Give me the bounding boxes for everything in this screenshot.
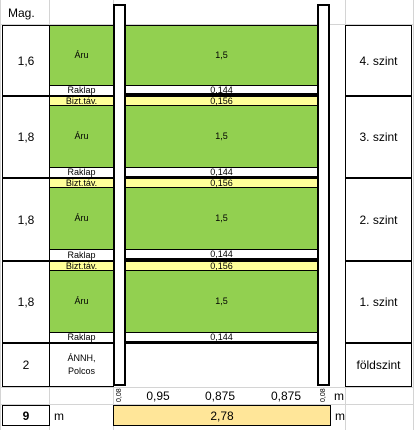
left-rack-post	[113, 4, 126, 386]
total-width-unit: m	[335, 409, 345, 423]
ground-storage-type: ÁNNH, Polcos	[49, 343, 114, 387]
level-4-height: 1,6	[2, 25, 50, 96]
width-unit: m	[334, 389, 344, 403]
level-2-goods-label: Áru	[49, 187, 114, 250]
level-3-beam	[125, 176, 318, 179]
level-3-pallet-label: Raklap	[49, 167, 114, 178]
level-2-name: 2. szint	[345, 178, 412, 261]
total-height-unit: m	[54, 409, 64, 423]
level-2-goods-value: 1,5	[125, 187, 318, 250]
level-4-goods-value: 1,5	[125, 25, 318, 86]
level-2-height: 1,8	[2, 178, 50, 261]
height-column-header: Mag.	[8, 6, 35, 20]
ground-height: 2	[2, 343, 50, 387]
level-1-goods-value: 1,5	[125, 270, 318, 333]
level-4-goods-label: Áru	[49, 25, 114, 86]
bay-1-width: 0,95	[146, 389, 170, 403]
level-4-pallet-label: Raklap	[49, 85, 114, 96]
level-3-goods-label: Áru	[49, 105, 114, 168]
level-1-beam	[125, 341, 318, 344]
right-post-width: 0,08	[320, 388, 327, 402]
level-2-beam	[125, 258, 318, 261]
level-2-pallet-label: Raklap	[49, 249, 114, 261]
level-4-beam	[125, 93, 318, 96]
right-rack-post	[317, 4, 330, 386]
ground-storage-line1: ÁNNH,	[67, 353, 96, 363]
total-height: 9	[2, 405, 50, 426]
bay-3-width: 0,875	[270, 389, 302, 403]
level-3-height: 1,8	[2, 96, 50, 178]
level-4-name: 4. szint	[345, 25, 412, 96]
level-1-height: 1,8	[2, 261, 50, 343]
left-post-width: 0,08	[116, 388, 123, 402]
level-1-pallet-label: Raklap	[49, 332, 114, 343]
total-width: 2,78	[113, 405, 331, 426]
level-1-goods-label: Áru	[49, 270, 114, 333]
level-3-goods-value: 1,5	[125, 105, 318, 168]
bay-2-width: 0,875	[204, 389, 236, 403]
level-3-name: 3. szint	[345, 96, 412, 178]
ground-name: földszint	[345, 343, 412, 387]
level-1-name: 1. szint	[345, 261, 412, 343]
ground-storage-line2: Polcos	[67, 366, 95, 376]
